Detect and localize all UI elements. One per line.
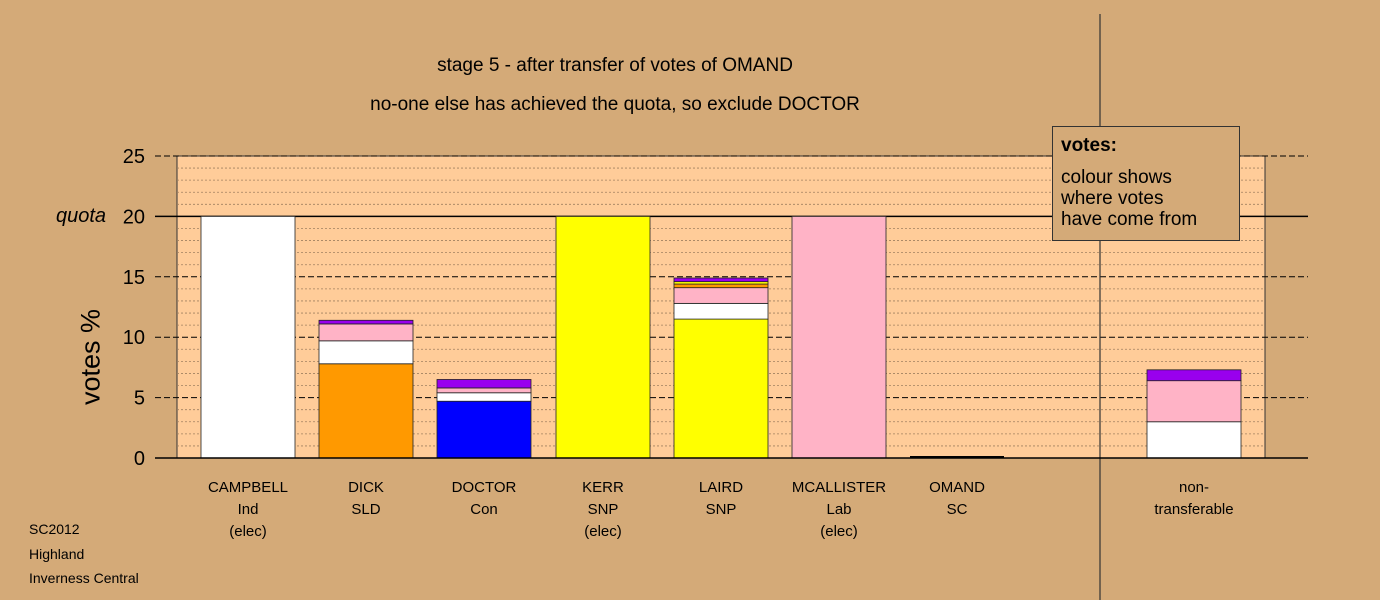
category-label-line: SNP <box>705 501 737 518</box>
category-label: OMAND SC <box>897 477 1017 521</box>
category-label-line: KERR <box>582 479 624 496</box>
legend-text: colour shows where votes have come from <box>1061 167 1231 230</box>
bar-segment <box>1146 369 1242 382</box>
category-label: DICK SLD <box>306 477 426 521</box>
bar-segment <box>318 340 414 365</box>
footer-council: Highland <box>29 546 85 562</box>
bar-segment <box>318 323 414 342</box>
legend-line: where votes <box>1061 188 1164 209</box>
category-label-line: (elec) <box>229 523 267 540</box>
category-label: MCALLISTER Lab (elec) <box>779 477 899 543</box>
legend-line: have come from <box>1061 209 1198 230</box>
bar-segment <box>436 392 532 402</box>
category-label-line: DOCTOR <box>451 479 517 496</box>
legend-title: votes: <box>1061 135 1117 156</box>
bar-segment <box>673 302 769 320</box>
category-label-line: Lab <box>826 501 852 518</box>
chart-subtitle: no-one else has achieved the quota, so e… <box>370 94 860 115</box>
category-label: LAIRD SNP <box>661 477 781 521</box>
category-label: DOCTOR Con <box>424 477 544 521</box>
bar-segment <box>318 319 414 325</box>
bar-segment <box>436 400 532 459</box>
category-label-line: transferable <box>1154 501 1234 518</box>
bar-segment <box>673 318 769 459</box>
category-label-line: (elec) <box>584 523 622 540</box>
y-tick-label: 5 <box>134 388 145 410</box>
category-label-line: non- <box>1178 479 1210 496</box>
bar-segment <box>436 387 532 394</box>
legend-line: colour shows <box>1061 167 1172 188</box>
bar-segment <box>673 283 769 289</box>
bar-segment <box>555 215 651 459</box>
category-label-line: SNP <box>587 501 619 518</box>
bar-segment <box>673 287 769 304</box>
bar-segment <box>1146 380 1242 423</box>
y-tick-label: 10 <box>123 327 145 349</box>
y-tick-label: 0 <box>134 448 145 470</box>
category-label: CAMPBELL Ind (elec) <box>188 477 308 543</box>
category-label-line: (elec) <box>820 523 858 540</box>
category-label-line: Ind <box>237 501 259 518</box>
category-label-line: SLD <box>351 501 381 518</box>
category-label-line: Con <box>470 501 498 518</box>
bar-segment <box>1146 421 1242 459</box>
category-label-line: CAMPBELL <box>207 479 289 496</box>
category-label: non-transferable <box>1134 477 1254 521</box>
quota-label: quota <box>56 205 107 227</box>
category-label-line: MCALLISTER <box>791 479 887 496</box>
bar-segment <box>200 215 296 459</box>
y-tick-label: 20 <box>123 206 145 228</box>
footer-ward: Inverness Central <box>29 570 139 586</box>
y-axis-label: votes % <box>75 308 106 406</box>
category-label-line: LAIRD <box>698 479 744 496</box>
footer-year: SC2012 <box>29 521 80 537</box>
y-tick-label: 25 <box>123 146 145 168</box>
legend: votes: colour shows where votes have com… <box>1052 126 1240 241</box>
chart-title: stage 5 - after transfer of votes of OMA… <box>437 55 793 76</box>
y-tick-label: 15 <box>123 267 145 289</box>
category-label-line: OMAND <box>929 479 985 496</box>
category-label: KERR SNP (elec) <box>543 477 663 543</box>
category-label-line: SC <box>946 501 968 518</box>
bar-segment <box>791 215 887 459</box>
bar-segment <box>436 379 532 389</box>
bar-segment <box>673 277 769 283</box>
bar-segment <box>318 363 414 459</box>
category-label-line: DICK <box>348 479 384 496</box>
